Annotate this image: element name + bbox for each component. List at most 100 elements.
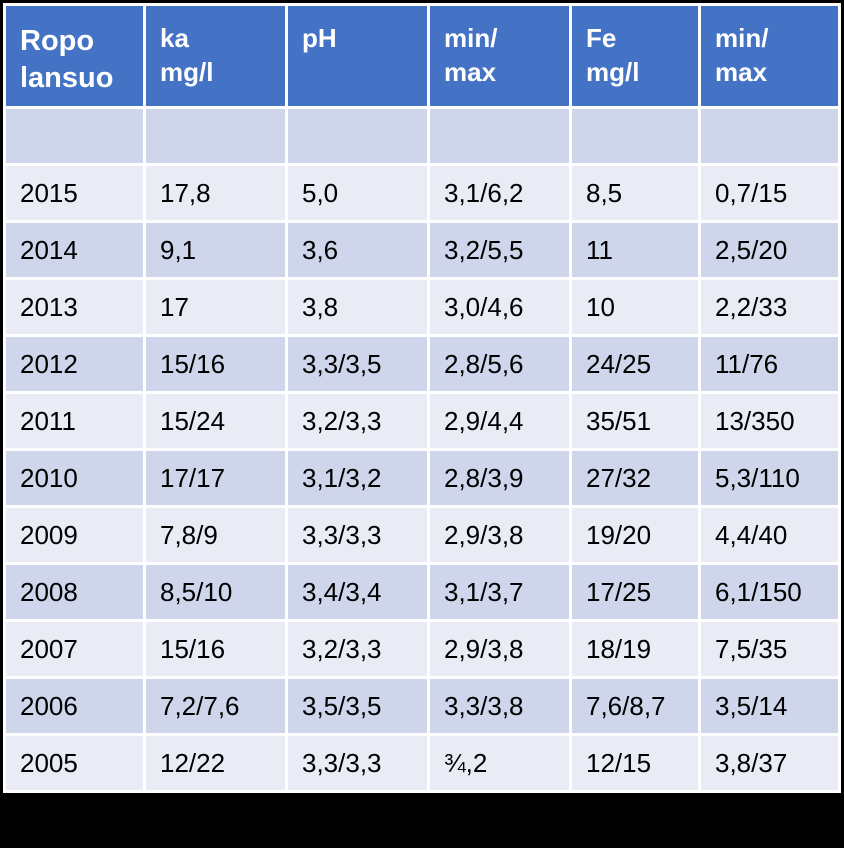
table-row	[3, 106, 841, 166]
table-cell-fe: 7,6/8,7	[569, 676, 701, 736]
table-cell-year: 2015	[3, 163, 146, 223]
table-cell-ka: 17,8	[143, 163, 288, 223]
table-cell-ph: 3,5/3,5	[285, 676, 430, 736]
header-cell-fe-min-max: min/ max	[698, 3, 841, 109]
table-cell-fe-min-max	[698, 106, 841, 166]
table-cell-ph-min-max: 3,1/3,7	[427, 562, 572, 622]
table-cell-year: 2008	[3, 562, 146, 622]
table-cell-fe-min-max: 11/76	[698, 334, 841, 394]
table-cell-fe-min-max: 0,7/15	[698, 163, 841, 223]
table-cell-year	[3, 106, 146, 166]
table-cell-ph-min-max: 3,0/4,6	[427, 277, 572, 337]
table-cell-ph: 5,0	[285, 163, 430, 223]
table-cell-year: 2013	[3, 277, 146, 337]
water-quality-table: Ropo lansuo ka mg/l pH min/ max Fe mg	[3, 3, 841, 793]
table-cell-fe-min-max: 4,4/40	[698, 505, 841, 565]
table-row: 2007 15/16 3,2/3,3 2,9/3,8 18/19 7,5/35	[3, 619, 841, 679]
header-cell-site: Ropo lansuo	[3, 3, 146, 109]
header-cell-ph-min-max: min/ max	[427, 3, 572, 109]
table-cell-ph: 3,1/3,2	[285, 448, 430, 508]
table-cell-ka: 7,8/9	[143, 505, 288, 565]
table-cell-year: 2014	[3, 220, 146, 280]
table-cell-ka: 9,1	[143, 220, 288, 280]
header-line: Ropo	[20, 25, 95, 57]
table-cell-ph: 3,4/3,4	[285, 562, 430, 622]
table-cell-ph-min-max: 2,9/3,8	[427, 619, 572, 679]
table-cell-ph-min-max: 2,9/4,4	[427, 391, 572, 451]
header-line: Fe	[586, 23, 617, 53]
table-cell-fe: 12/15	[569, 733, 701, 793]
table-cell-fe: 8,5	[569, 163, 701, 223]
table-row: 2013 17 3,8 3,0/4,6 10 2,2/33	[3, 277, 841, 337]
table-row: 2011 15/24 3,2/3,3 2,9/4,4 35/51 13/350	[3, 391, 841, 451]
table-cell-fe-min-max: 3,5/14	[698, 676, 841, 736]
table-cell-ph: 3,8	[285, 277, 430, 337]
table-cell-year: 2010	[3, 448, 146, 508]
header-line: ka	[160, 23, 189, 53]
table-row: 2009 7,8/9 3,3/3,3 2,9/3,8 19/20 4,4/40	[3, 505, 841, 565]
table-cell-ph-min-max: 3,3/3,8	[427, 676, 572, 736]
table-cell-fe: 11	[569, 220, 701, 280]
header-line: mg/l	[586, 57, 640, 87]
table-cell-fe-min-max: 6,1/150	[698, 562, 841, 622]
table-cell-fe-min-max: 3,8/37	[698, 733, 841, 793]
table-cell-ka: 17	[143, 277, 288, 337]
table-cell-fe: 19/20	[569, 505, 701, 565]
table-cell-ph-min-max: ¾,2	[427, 733, 572, 793]
table-cell-ph-min-max: 2,8/5,6	[427, 334, 572, 394]
table-cell-fe: 18/19	[569, 619, 701, 679]
table-cell-fe-min-max: 13/350	[698, 391, 841, 451]
header-line: max	[715, 57, 768, 87]
header-cell-ph: pH	[285, 3, 430, 109]
table-cell-fe	[569, 106, 701, 166]
table-cell-year: 2007	[3, 619, 146, 679]
table-cell-fe-min-max: 2,2/33	[698, 277, 841, 337]
table-cell-ka: 15/24	[143, 391, 288, 451]
table-cell-ph: 3,3/3,3	[285, 505, 430, 565]
header-line: max	[444, 57, 497, 87]
table-cell-ph: 3,3/3,5	[285, 334, 430, 394]
table-cell-ph: 3,3/3,3	[285, 733, 430, 793]
table-cell-ka: 12/22	[143, 733, 288, 793]
table-cell-ka: 15/16	[143, 619, 288, 679]
header-cell-ka: ka mg/l	[143, 3, 288, 109]
table-row: 2005 12/22 3,3/3,3 ¾,2 12/15 3,8/37	[3, 733, 841, 793]
table-cell-year: 2011	[3, 391, 146, 451]
table-cell-ka: 7,2/7,6	[143, 676, 288, 736]
table-cell-ka: 17/17	[143, 448, 288, 508]
table-cell-ph	[285, 106, 430, 166]
table-cell-ph-min-max: 2,9/3,8	[427, 505, 572, 565]
table-row: 2010 17/17 3,1/3,2 2,8/3,9 27/32 5,3/110	[3, 448, 841, 508]
table-row: 2012 15/16 3,3/3,5 2,8/5,6 24/25 11/76	[3, 334, 841, 394]
table-row: 2006 7,2/7,6 3,5/3,5 3,3/3,8 7,6/8,7 3,5/14	[3, 676, 841, 736]
table-cell-year: 2005	[3, 733, 146, 793]
table-row: 2015 17,8 5,0 3,1/6,2 8,5 0,7/15	[3, 163, 841, 223]
table-cell-year: 2009	[3, 505, 146, 565]
table-row: 2008 8,5/10 3,4/3,4 3,1/3,7 17/25 6,1/150	[3, 562, 841, 622]
header-row: Ropo lansuo ka mg/l pH min/ max Fe mg	[3, 3, 841, 109]
table-cell-ph: 3,2/3,3	[285, 619, 430, 679]
table-cell-ka: 15/16	[143, 334, 288, 394]
table-cell-fe: 17/25	[569, 562, 701, 622]
table-cell-fe: 24/25	[569, 334, 701, 394]
table-cell-ka	[143, 106, 288, 166]
table-cell-ph-min-max	[427, 106, 572, 166]
table-cell-ph-min-max: 2,8/3,9	[427, 448, 572, 508]
table-cell-year: 2006	[3, 676, 146, 736]
table-header: Ropo lansuo ka mg/l pH min/ max Fe mg	[3, 3, 841, 109]
table-cell-fe: 27/32	[569, 448, 701, 508]
header-line: pH	[302, 23, 337, 53]
header-line: min/	[715, 23, 769, 53]
header-line: mg/l	[160, 57, 214, 87]
table-cell-fe-min-max: 7,5/35	[698, 619, 841, 679]
table-cell-ph-min-max: 3,1/6,2	[427, 163, 572, 223]
header-line: lansuo	[20, 62, 114, 94]
table-cell-fe-min-max: 2,5/20	[698, 220, 841, 280]
header-line: min/	[444, 23, 498, 53]
table-cell-ph: 3,2/3,3	[285, 391, 430, 451]
table-cell-fe: 35/51	[569, 391, 701, 451]
table-cell-ph: 3,6	[285, 220, 430, 280]
table-cell-ph-min-max: 3,2/5,5	[427, 220, 572, 280]
table-cell-ka: 8,5/10	[143, 562, 288, 622]
